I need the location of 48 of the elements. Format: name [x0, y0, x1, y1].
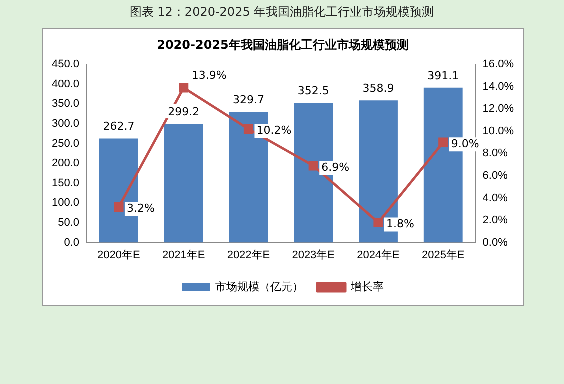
y-tick-label: 250.0 [52, 138, 80, 150]
y-tick-label: 400.0 [52, 78, 80, 90]
data-label: 299.2 [168, 106, 200, 119]
chart-title: 图表 12：2020-2025 年我国油脂化工行业市场规模预测 [128, 4, 436, 21]
data-label: 329.7 [232, 94, 264, 107]
point [114, 202, 124, 212]
data-label: 262.7 [103, 120, 135, 134]
y2-tick-label: 12.0% [482, 103, 514, 116]
point [374, 218, 384, 228]
data-label: 352.5 [298, 84, 330, 98]
y2-tick-label: 6.0% [482, 170, 508, 182]
chart-subtitle: 2020-2025年我国油脂化工行业市场规模预测 [156, 37, 410, 54]
y-tick-label: 200.0 [52, 158, 80, 170]
y-tick-label: 100.0 [52, 197, 80, 210]
y2-tick-label: 8.0% [482, 148, 508, 160]
y2-tick-label: 0.0% [482, 236, 508, 249]
point [308, 161, 318, 171]
y-tick-label: 300.0 [52, 118, 80, 130]
x-tick-label: 2025年E [422, 249, 465, 262]
y-tick-label: 350.0 [52, 98, 80, 110]
data-label: 358.9 [362, 82, 394, 96]
x-tick-label: 2024年E [357, 249, 400, 262]
bar [164, 124, 204, 243]
point [244, 124, 254, 134]
legend-label: 增长率 [350, 280, 384, 294]
data-label: 10.2% [256, 124, 292, 138]
y-tick-label: 50.0 [58, 217, 80, 230]
x-tick-label: 2023年E [292, 249, 336, 262]
data-label: 9.0% [451, 137, 480, 150]
data-label: 391.1 [428, 69, 460, 82]
y2-tick-label: 10.0% [482, 125, 514, 138]
x-tick-label: 2020年E [98, 249, 140, 262]
data-label: 1.8% [386, 218, 414, 231]
y2-tick-label: 16.0% [482, 58, 514, 71]
point [438, 138, 448, 148]
y2-tick-label: 4.0% [482, 192, 508, 204]
legend-label: 市场规模（亿元） [216, 280, 304, 294]
y-tick-label: 150.0 [52, 177, 80, 190]
point [179, 83, 189, 93]
x-tick-label: 2022年E [227, 249, 270, 262]
y-tick-label: 0.0 [64, 236, 80, 249]
x-tick-label: 2021年E [162, 249, 206, 262]
y-tick-label: 450.0 [52, 58, 80, 71]
y2-tick-label: 2.0% [482, 214, 508, 227]
data-label: 6.9% [322, 160, 350, 174]
data-label: 3.2% [126, 202, 155, 216]
y2-tick-label: 14.0% [482, 80, 514, 93]
data-label: 13.9% [192, 68, 227, 82]
